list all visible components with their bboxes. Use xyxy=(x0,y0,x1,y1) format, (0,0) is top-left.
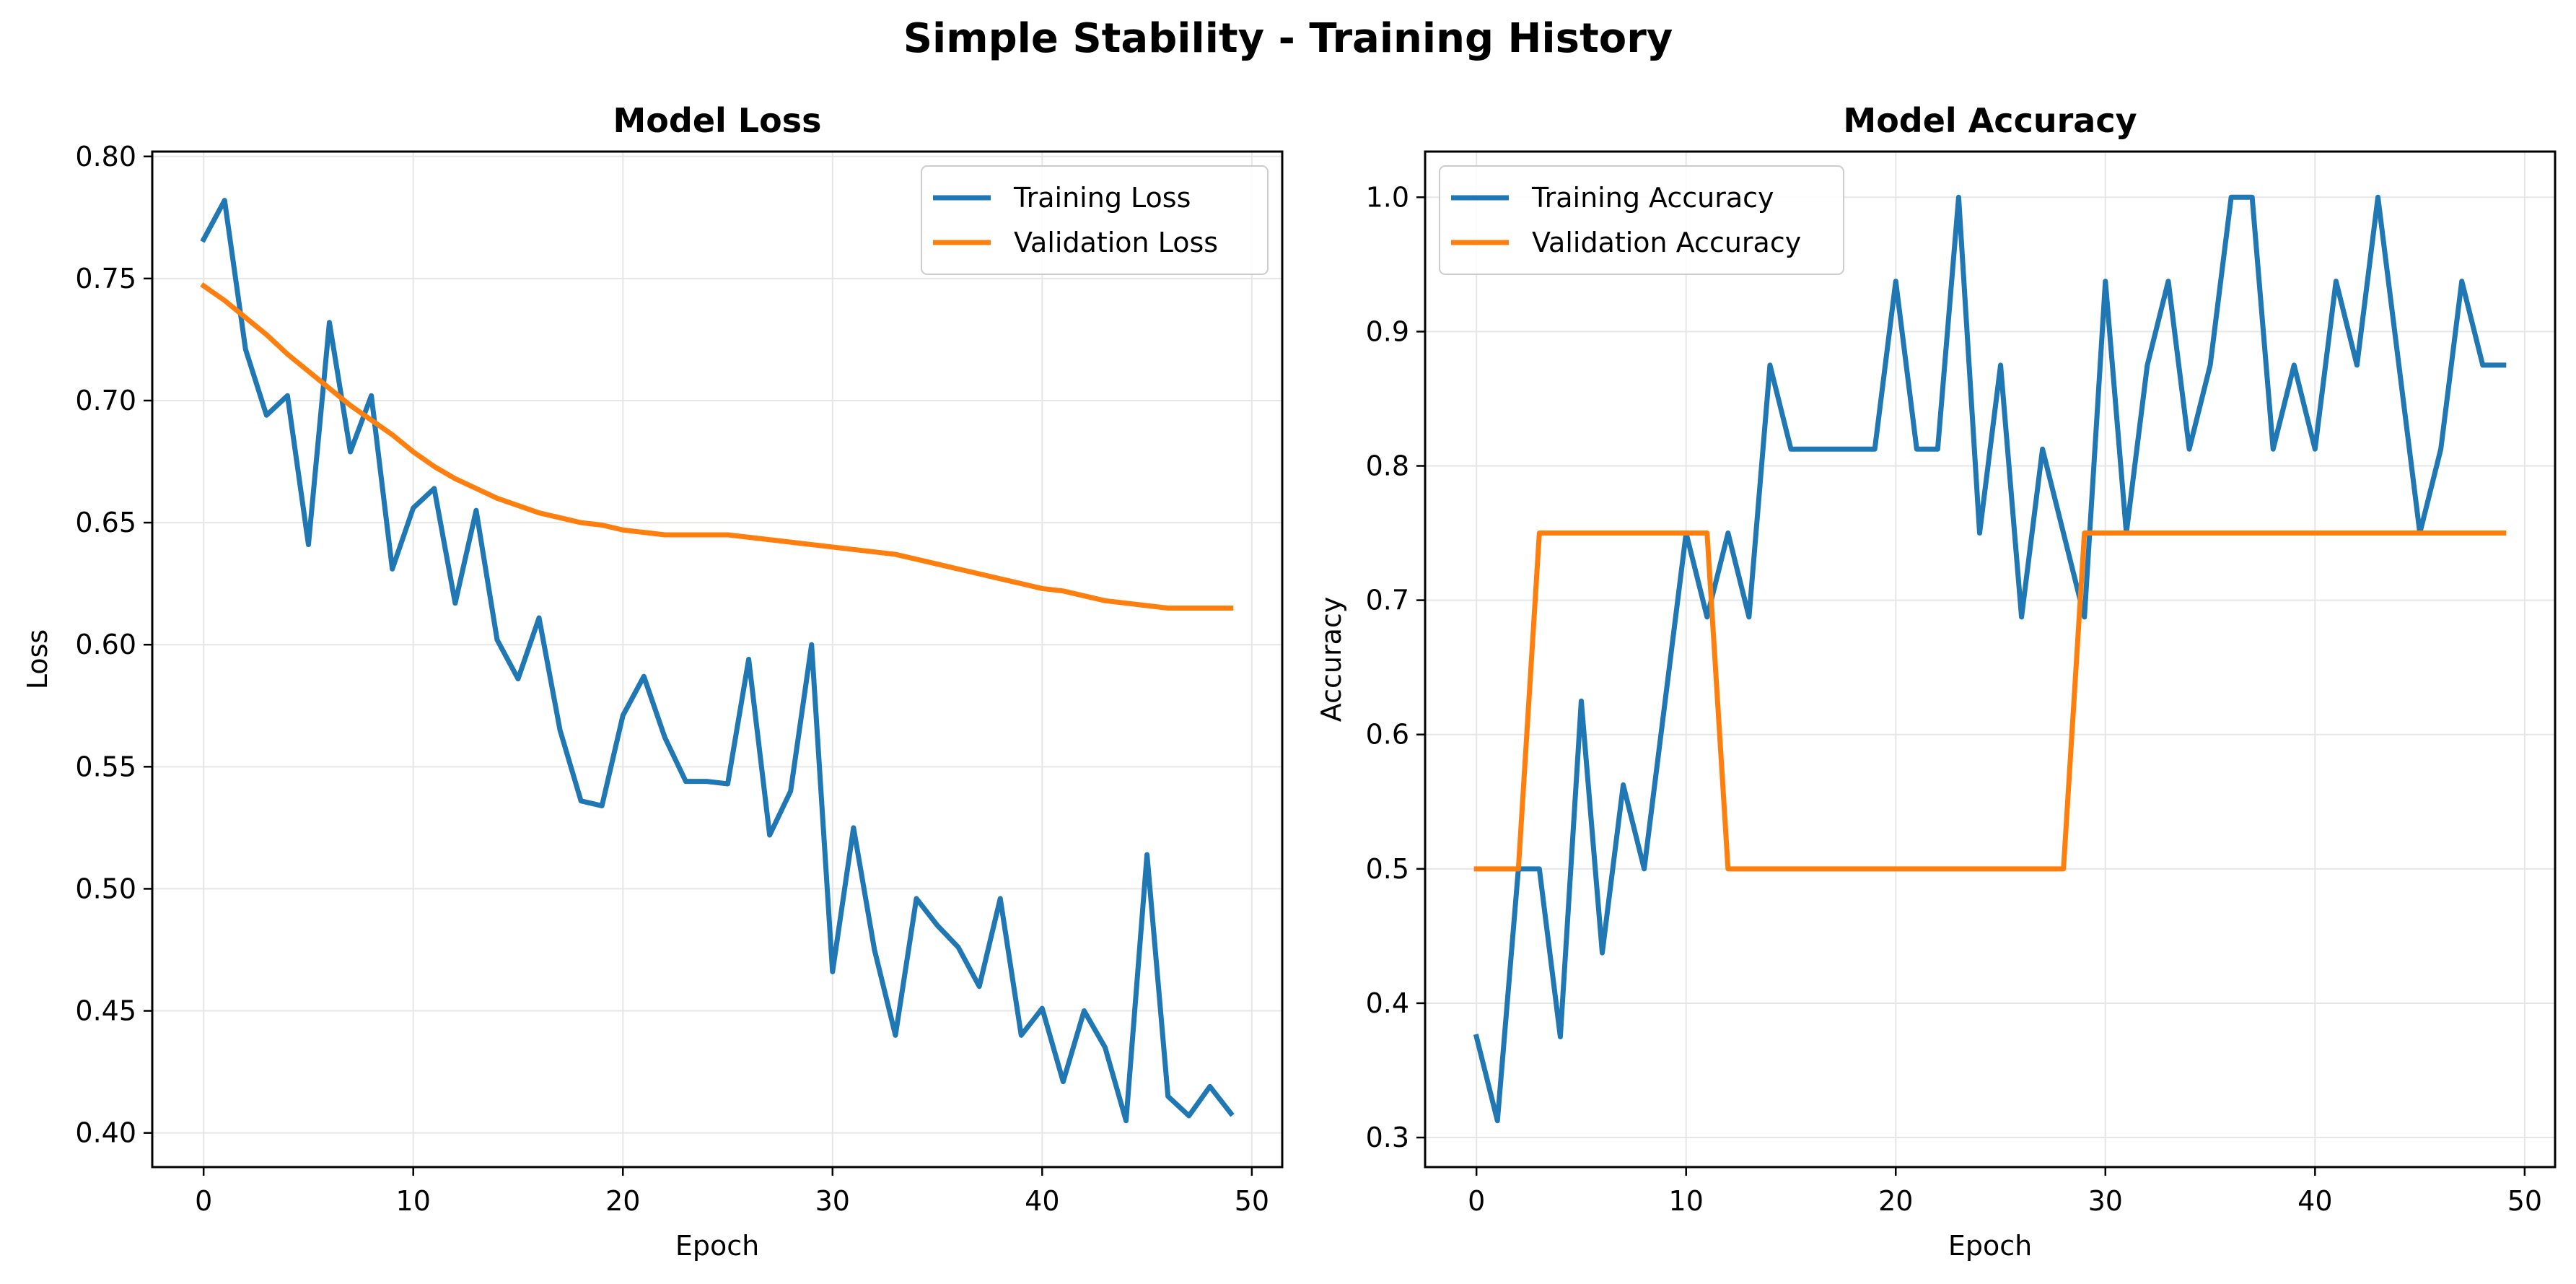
loss-y-tick-label: 0.80 xyxy=(75,141,136,172)
accuracy-x-tick-label: 30 xyxy=(2088,1185,2123,1217)
accuracy-y-tick-label: 0.6 xyxy=(1366,719,1409,751)
accuracy-x-tick-label: 10 xyxy=(1669,1185,1704,1217)
accuracy-x-axis-label: Epoch xyxy=(1948,1230,2032,1262)
accuracy-panel: 0 10 20 30 40 50 0.3 0.4 0.5 0.6 0.7 0.8 0.9 1.0 Model… xyxy=(1315,101,2557,1262)
loss-y-tick-label: 0.55 xyxy=(75,751,136,782)
loss-panel: 0 10 20 30 40 50 0.40 0.45 0.50 0.55 0.60 0.65 0.70 0… xyxy=(22,101,1284,1262)
loss-x-axis-label: Epoch xyxy=(675,1230,759,1262)
loss-y-axis-label: Loss xyxy=(22,629,53,689)
loss-y-tick-label: 0.50 xyxy=(75,873,136,904)
loss-x-tick-label: 20 xyxy=(605,1185,640,1217)
accuracy-y-tick-label: 0.4 xyxy=(1366,987,1409,1019)
accuracy-y-tick-label: 1.0 xyxy=(1366,181,1409,213)
loss-y-tick-label: 0.65 xyxy=(75,507,136,538)
loss-y-tick-label: 0.70 xyxy=(75,385,136,416)
loss-x-tick-label: 10 xyxy=(396,1185,431,1217)
accuracy-y-tick-label: 0.9 xyxy=(1366,315,1409,347)
training-accuracy-legend-label: Training Accuracy xyxy=(1531,182,1774,214)
loss-axes-frame xyxy=(151,150,1284,1169)
loss-x-tick-label: 30 xyxy=(815,1185,850,1217)
loss-legend: Training Loss Validation Loss xyxy=(921,165,1269,275)
accuracy-y-axis-label: Accuracy xyxy=(1315,597,1347,722)
loss-y-tick-label: 0.40 xyxy=(75,1117,136,1149)
training-loss-legend-label: Training Loss xyxy=(1013,182,1191,214)
accuracy-y-tick-label: 0.3 xyxy=(1366,1122,1409,1153)
validation-accuracy-legend-label: Validation Accuracy xyxy=(1532,227,1801,258)
accuracy-y-tick-label: 0.8 xyxy=(1366,450,1409,482)
accuracy-x-tick-label: 0 xyxy=(1468,1185,1485,1217)
accuracy-legend: Training Accuracy Validation Accuracy xyxy=(1439,165,1844,275)
loss-y-tick-label: 0.75 xyxy=(75,263,136,294)
loss-plot-area xyxy=(152,152,1282,1167)
figure-title: Simple Stability - Training History xyxy=(903,15,1673,62)
loss-x-tick-label: 40 xyxy=(1025,1185,1059,1217)
loss-legend-box xyxy=(921,165,1269,275)
loss-chart-title: Model Loss xyxy=(613,101,822,140)
loss-y-tick-label: 0.45 xyxy=(75,995,136,1027)
accuracy-y-tick-label: 0.5 xyxy=(1366,853,1409,885)
validation-loss-legend-label: Validation Loss xyxy=(1014,227,1218,258)
accuracy-x-tick-label: 50 xyxy=(2507,1185,2542,1217)
accuracy-x-tick-label: 20 xyxy=(1878,1185,1913,1217)
accuracy-y-tick-label: 0.7 xyxy=(1366,585,1409,616)
loss-x-tick-label: 0 xyxy=(195,1185,212,1217)
loss-x-tick-label: 50 xyxy=(1235,1185,1269,1217)
accuracy-axes-frame xyxy=(1424,150,2557,1169)
accuracy-chart-title: Model Accuracy xyxy=(1843,101,2137,140)
loss-y-tick-label: 0.60 xyxy=(75,629,136,660)
accuracy-legend-box xyxy=(1439,165,1844,275)
validation-loss-line xyxy=(200,282,1234,611)
accuracy-plot-area xyxy=(1425,152,2555,1167)
training-accuracy-line xyxy=(1473,194,2507,1124)
validation-accuracy-line xyxy=(1473,530,2507,872)
accuracy-x-tick-label: 40 xyxy=(2297,1185,2332,1217)
